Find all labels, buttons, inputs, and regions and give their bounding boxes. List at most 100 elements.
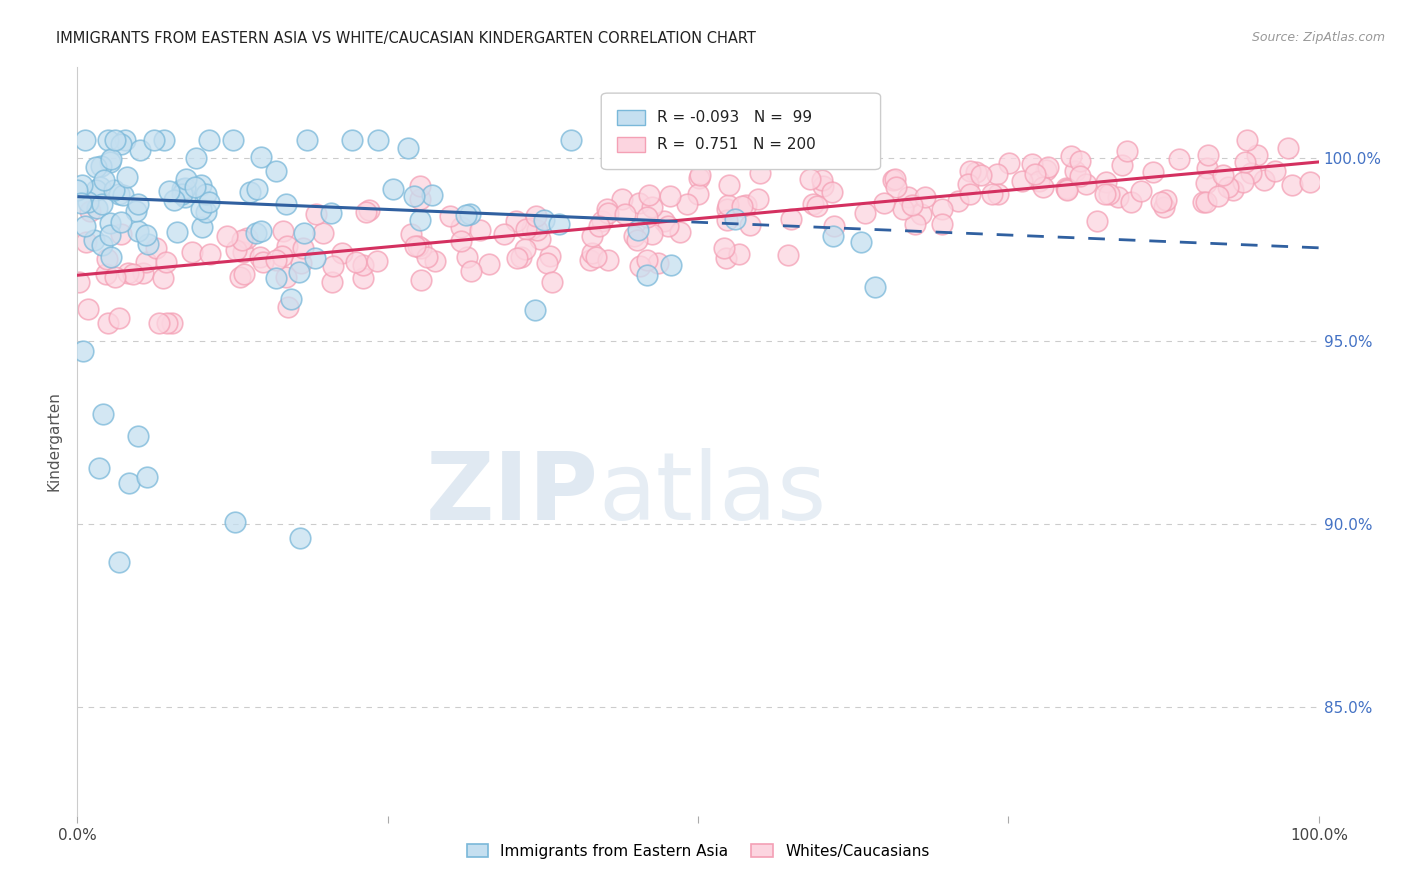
Text: R = -0.093   N =  99: R = -0.093 N = 99 (657, 110, 813, 125)
Point (170, 186, 193, 201)
Point (245, 226, 267, 240)
Point (108, 555, 131, 569)
Point (66, 183, 89, 197)
Point (198, 133, 221, 147)
Point (76, 302, 98, 317)
Point (1191, 194, 1213, 209)
Point (891, 202, 914, 216)
Point (1064, 164, 1087, 178)
Point (1195, 161, 1218, 175)
Point (506, 252, 529, 266)
Point (416, 250, 439, 264)
Y-axis label: Kindergarten: Kindergarten (46, 392, 62, 491)
Point (526, 223, 548, 237)
Point (366, 133, 388, 147)
Point (108, 187, 131, 202)
Point (748, 166, 770, 180)
Point (1281, 178, 1303, 192)
Point (1298, 175, 1320, 189)
FancyBboxPatch shape (617, 110, 645, 125)
Point (588, 219, 610, 234)
Point (1056, 183, 1078, 197)
Point (174, 181, 197, 195)
Point (515, 243, 537, 257)
Point (1060, 149, 1083, 163)
Point (163, 193, 186, 207)
Point (1069, 154, 1091, 169)
Text: Source: ZipAtlas.com: Source: ZipAtlas.com (1251, 31, 1385, 45)
Point (734, 198, 756, 212)
Point (931, 217, 953, 231)
Point (148, 316, 170, 330)
Point (1095, 175, 1118, 189)
Point (90, 160, 112, 174)
Point (657, 219, 679, 234)
Point (460, 264, 482, 278)
Point (402, 189, 425, 203)
Point (897, 190, 920, 204)
Point (250, 150, 273, 164)
Point (100, 216, 122, 230)
Point (340, 133, 363, 147)
Point (598, 206, 620, 220)
Point (135, 255, 157, 269)
Point (75, 133, 97, 147)
Point (724, 212, 747, 227)
Point (478, 257, 501, 271)
Point (505, 214, 527, 228)
Point (627, 196, 650, 211)
Point (1253, 173, 1275, 187)
Point (1119, 194, 1142, 209)
Point (91, 408, 114, 422)
Point (1150, 194, 1173, 209)
Point (1212, 168, 1234, 182)
Point (591, 214, 613, 228)
Point (271, 224, 294, 238)
Point (538, 249, 561, 263)
Point (659, 189, 682, 203)
FancyBboxPatch shape (617, 136, 645, 152)
Point (579, 253, 602, 268)
Point (717, 178, 740, 193)
Point (294, 227, 316, 241)
Point (288, 531, 311, 545)
Point (509, 250, 531, 264)
Point (145, 241, 167, 255)
Point (1028, 174, 1050, 188)
Point (747, 192, 769, 206)
Point (1011, 174, 1033, 188)
Point (110, 136, 132, 151)
Point (86, 201, 108, 215)
Point (730, 199, 752, 213)
Point (1277, 141, 1299, 155)
Point (322, 259, 344, 273)
Point (409, 179, 432, 194)
Point (439, 209, 461, 223)
Point (198, 194, 221, 209)
Point (956, 178, 979, 192)
Point (83, 233, 105, 247)
Point (1032, 179, 1054, 194)
Point (174, 172, 197, 186)
Point (359, 203, 381, 218)
Point (399, 227, 422, 242)
Point (904, 218, 927, 232)
Point (344, 255, 367, 269)
Point (585, 251, 607, 265)
Point (1236, 133, 1258, 147)
Point (198, 247, 221, 261)
Point (811, 179, 834, 194)
Point (647, 256, 669, 270)
Point (596, 252, 619, 267)
Point (548, 217, 571, 231)
Point (297, 133, 319, 147)
Point (67, 275, 90, 289)
Point (381, 182, 404, 196)
Point (252, 254, 274, 268)
Point (100, 250, 122, 264)
Point (821, 186, 844, 200)
Point (290, 256, 312, 270)
Point (157, 184, 180, 198)
Point (115, 169, 138, 184)
Legend: Immigrants from Eastern Asia, Whites/Caucasians: Immigrants from Eastern Asia, Whites/Cau… (461, 838, 935, 864)
